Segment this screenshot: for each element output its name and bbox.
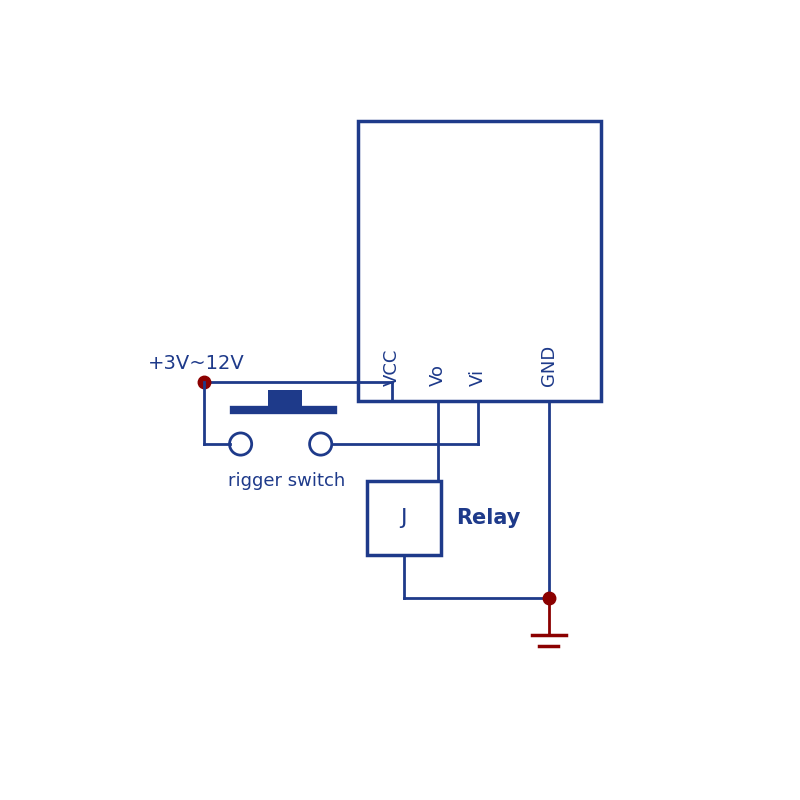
Circle shape: [310, 433, 332, 455]
Circle shape: [230, 433, 252, 455]
Text: GND: GND: [539, 344, 558, 386]
Bar: [367, 481, 441, 555]
Text: Vo: Vo: [429, 363, 446, 386]
Text: VCC: VCC: [382, 348, 401, 386]
Text: Relay: Relay: [456, 508, 521, 528]
Text: +3V~12V: +3V~12V: [148, 354, 245, 373]
Bar: [268, 390, 302, 409]
Bar: [358, 121, 601, 401]
Text: Vi: Vi: [469, 368, 486, 386]
Text: rigger switch: rigger switch: [228, 472, 346, 490]
Text: J: J: [401, 508, 407, 528]
